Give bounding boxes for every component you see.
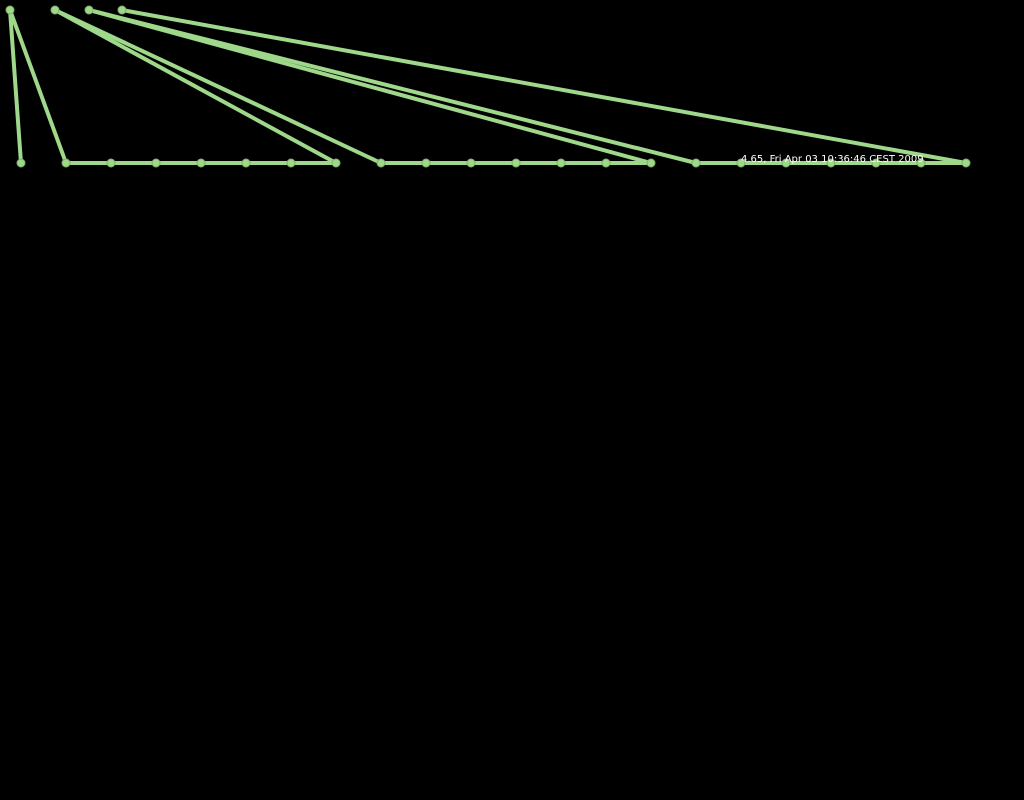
graph-node-18[interactable] (601, 158, 611, 168)
graph-node-24[interactable] (871, 158, 881, 168)
graph-edge-1 (8, 8, 23, 165)
graph-node-9[interactable] (196, 158, 206, 168)
graph-node-7[interactable] (106, 158, 116, 168)
graph-node-20[interactable] (691, 158, 701, 168)
graph-node-10[interactable] (241, 158, 251, 168)
graph-node-3[interactable] (84, 5, 94, 15)
graph-edge-3 (53, 8, 338, 165)
graph-node-21[interactable] (736, 158, 746, 168)
graph-node-26[interactable] (961, 158, 971, 168)
graph-node-17[interactable] (556, 158, 566, 168)
graph-node-5[interactable] (16, 158, 26, 168)
graph-node-12[interactable] (331, 158, 341, 168)
graph-node-14[interactable] (421, 158, 431, 168)
graph-edge-6 (87, 8, 698, 165)
graph-node-25[interactable] (916, 158, 926, 168)
graph-node-1[interactable] (5, 5, 15, 15)
graph-node-15[interactable] (466, 158, 476, 168)
graph-edge-4 (53, 8, 383, 165)
graph-node-13[interactable] (376, 158, 386, 168)
graph-node-4[interactable] (117, 5, 127, 15)
node-layer (5, 5, 971, 168)
graph-edge-2 (8, 8, 68, 165)
graph-node-11[interactable] (286, 158, 296, 168)
status-readout: 4.65, Fri Apr 03 10:36:46 CEST 2009 (741, 154, 924, 165)
graph-node-22[interactable] (781, 158, 791, 168)
graph-node-8[interactable] (151, 158, 161, 168)
graph-node-23[interactable] (826, 158, 836, 168)
graph-node-6[interactable] (61, 158, 71, 168)
graph-node-19[interactable] (646, 158, 656, 168)
graph-edge-7 (120, 8, 968, 165)
graph-node-2[interactable] (50, 5, 60, 15)
edge-layer (8, 8, 968, 165)
graph-node-16[interactable] (511, 158, 521, 168)
